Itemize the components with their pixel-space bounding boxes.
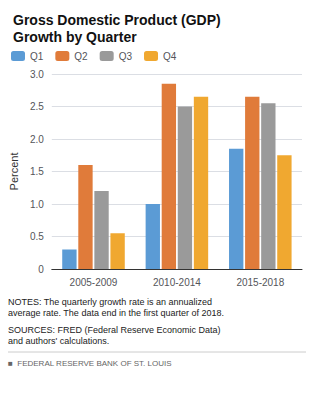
svg-text:SOURCES: FRED (Federal Reserve: SOURCES: FRED (Federal Reserve Economic … (8, 325, 221, 335)
svg-text:0: 0 (38, 264, 44, 275)
svg-text:0.5: 0.5 (30, 231, 44, 242)
svg-text:■ FEDERAL RESERVE BANK OF ST.: ■ FEDERAL RESERVE BANK OF ST. LOUIS (8, 359, 172, 368)
svg-text:NOTES: The quarterly growth ra: NOTES: The quarterly growth rate is an a… (8, 297, 212, 307)
svg-text:Gross Domestic Product (GDP): Gross Domestic Product (GDP) (13, 12, 221, 28)
svg-text:1.5: 1.5 (30, 166, 44, 177)
svg-text:Growth by Quarter: Growth by Quarter (13, 29, 137, 45)
svg-text:Q4: Q4 (163, 51, 177, 62)
svg-text:average rate. The data end in: average rate. The data end in the first … (8, 308, 224, 318)
svg-text:2.5: 2.5 (30, 101, 44, 112)
svg-text:2010-2014: 2010-2014 (153, 277, 201, 288)
svg-text:3.0: 3.0 (30, 69, 44, 80)
svg-text:2005-2009: 2005-2009 (70, 277, 118, 288)
svg-text:2.0: 2.0 (30, 134, 44, 145)
svg-text:1.0: 1.0 (30, 199, 44, 210)
svg-text:2015-2018: 2015-2018 (236, 277, 284, 288)
svg-text:Q2: Q2 (74, 51, 88, 62)
svg-text:Q1: Q1 (30, 51, 44, 62)
svg-text:Q3: Q3 (119, 51, 133, 62)
svg-text:Percent: Percent (8, 153, 20, 191)
svg-text:and authors' calculations.: and authors' calculations. (8, 336, 109, 346)
